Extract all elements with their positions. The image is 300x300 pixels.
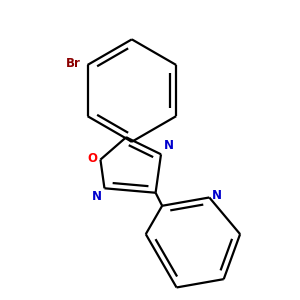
Text: N: N [164, 139, 174, 152]
Text: O: O [87, 152, 97, 165]
Text: Br: Br [66, 57, 81, 70]
Text: N: N [212, 189, 222, 202]
Text: N: N [92, 190, 102, 203]
